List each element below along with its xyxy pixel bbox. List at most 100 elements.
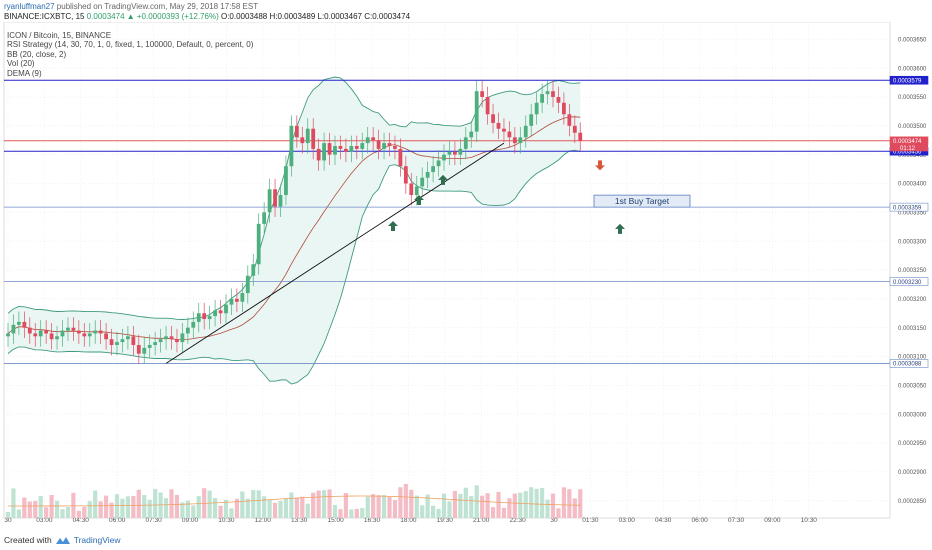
candle-body [534,102,539,115]
volume-bar [469,496,474,518]
candle-body [185,327,190,334]
candle-body [469,131,474,138]
volume-bar [294,497,299,518]
volume-bar [5,512,11,518]
candle-body [458,148,463,155]
candle-body [55,336,59,340]
volume-bar [256,490,261,518]
candle-body [158,339,163,343]
volume-bar [104,495,109,518]
candle-body [562,102,566,115]
volume-bar [245,498,250,518]
volume-bar [550,493,556,518]
candle-body [22,321,27,328]
candle-body [491,114,495,123]
volume-bar [458,493,463,518]
candle-body [398,148,403,167]
candle-body [87,333,92,337]
x-tick-label: 06:00 [109,517,126,524]
publish-header: ryanluffman27 published on TradingView.c… [4,2,410,22]
price-level-label: 0.0003456 [893,149,922,155]
candle-body [66,327,70,331]
candle-body [409,183,414,196]
volume-bar [278,500,283,518]
y-tick-label: 0.0003000 [898,412,927,418]
volume-bar [534,488,539,518]
volume-bar [403,484,408,518]
candle-body [376,140,381,149]
volume-bar [490,507,496,518]
price-level-label-bg [889,359,929,368]
candle-body [322,143,326,161]
candle-body [567,114,572,126]
volume-bar [207,490,212,518]
candle-body [305,128,310,144]
candle-body [142,347,147,354]
bb-basis [7,116,581,341]
candle-body [289,125,294,167]
candle-body [251,264,256,276]
volume-ma-line [7,495,581,507]
x-tick-label: 03:00 [619,517,636,524]
candle-body [38,330,43,337]
candle-body [311,128,316,149]
buy-signal-arrow-icon [615,223,625,234]
footer: Created with TradingView [4,535,121,545]
legend-vol[interactable]: Vol (20) [7,59,35,69]
candle-body [240,293,245,302]
legend-rsi[interactable]: RSI Strategy (14, 30, 70, 1, 0, fixed, 1… [7,40,254,50]
volume-bar [93,490,98,518]
volume-bar [376,495,381,518]
candle-body [371,137,376,141]
symbol-info: BINANCE:ICXBTC, 15 [4,12,85,21]
volume-bar [300,496,305,518]
legend-bb[interactable]: BB (20, close, 2) [7,49,67,59]
candle-body [365,137,370,144]
volume-bar [147,499,152,518]
candle-body [496,122,501,129]
volume-bar [322,490,327,518]
author-link[interactable]: ryanluffman27 [4,2,55,11]
x-tick-label: 13:30 [291,517,308,524]
x-tick-label: 22:30 [509,517,526,524]
candle-body [196,313,201,322]
candle-body [349,146,354,152]
volume-bar [267,500,272,518]
volume-bar [398,487,403,518]
volume-bar [501,507,507,518]
y-tick-label: 0.0003050 [898,384,927,390]
y-tick-label: 0.0003600 [898,66,927,72]
price-chart[interactable]: 30 03:00 04:30 06:00 07:30 09:00 10:30 12:00 13:… [0,22,932,530]
candle-body [224,304,228,314]
price-level-label: 0.0003474 [893,139,922,145]
y-tick-label: 0.0003550 [898,95,927,101]
candle-body [33,333,38,337]
candle-body [431,166,435,172]
buy-signal-arrow-icon [388,220,398,231]
candle-body [229,298,234,305]
y-tick-label: 0.0003100 [898,355,927,361]
volume-bar [82,506,87,518]
candle-body [436,160,441,167]
volume-bar [234,498,239,518]
x-tick-label: 04:30 [73,517,90,524]
volume-bar [185,500,190,518]
volume-bar [305,503,310,518]
candle-body [294,125,299,138]
volume-bar [174,494,180,518]
tradingview-brand[interactable]: TradingView [73,535,121,545]
candle-body [98,330,103,334]
volume-bar [98,501,103,518]
candle-body [442,154,446,161]
volume-bar [480,495,485,518]
candle-body [191,321,196,328]
bb-lower [7,149,581,385]
candle-body [551,91,555,97]
volume-bar [343,493,348,518]
buy-signal-arrow-icon [414,195,424,206]
target-annotation-label: 1st Buy Target [615,196,670,206]
candle-body [360,143,365,149]
legend-dema[interactable]: DEMA (9) [7,68,42,78]
volume-bar [76,510,81,518]
y-tick-label: 0.0002850 [898,499,927,505]
